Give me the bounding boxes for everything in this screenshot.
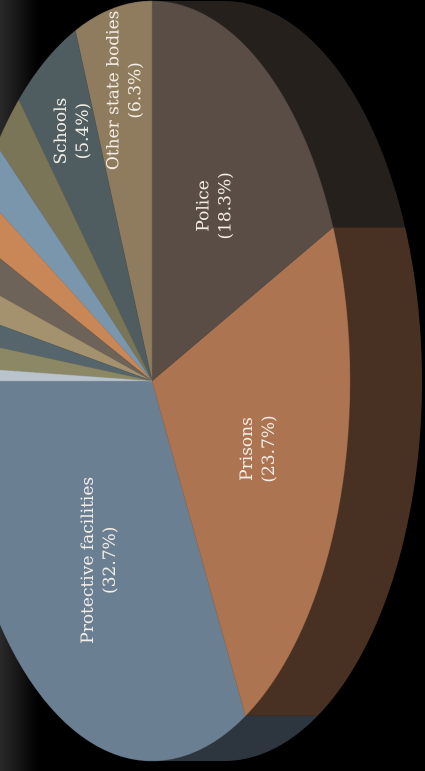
- slice-side-prisons: [245, 227, 422, 716]
- slice-label-percent: (23.7%): [259, 415, 279, 482]
- slice-label-name: Protective facilities: [78, 477, 98, 644]
- pie-sides: [152, 1, 422, 761]
- slice-label-name: Police: [193, 180, 213, 231]
- slice-label-prisons: Prisons (23.7%): [237, 415, 279, 482]
- slice-other-9: [0, 295, 153, 382]
- slice-label-other-state-bodies: Other state bodies (6.3%): [104, 11, 146, 171]
- slice-label-percent: (5.4%): [73, 103, 93, 159]
- slice-side-protective-facilities: [152, 715, 318, 761]
- slice-protective-facilities: [0, 380, 246, 762]
- slice-label-percent: (18.3%): [215, 172, 235, 239]
- slice-other-8: [0, 258, 153, 382]
- slice-other-12: [0, 369, 153, 382]
- slice-other-state-bodies: [75, 0, 153, 382]
- slice-label-protective-facilities: Protective facilities (32.7%): [78, 477, 120, 644]
- slice-other-7: [0, 212, 153, 382]
- pie-slices: [0, 0, 351, 762]
- slice-label-name: Other state bodies: [104, 11, 124, 171]
- slice-schools: [18, 30, 153, 382]
- slice-police: [151, 0, 334, 382]
- slice-label-schools: Schools (5.4%): [51, 98, 93, 165]
- slice-label-name: Prisons: [237, 417, 257, 481]
- slice-other-6: [0, 150, 153, 382]
- slice-label-percent: (6.3%): [126, 62, 146, 118]
- slice-prisons: [151, 226, 351, 717]
- slice-label-percent: (32.7%): [100, 527, 120, 594]
- slice-other-10: [0, 324, 153, 382]
- slice-side-police: [152, 1, 406, 228]
- slice-label-police: Police (18.3%): [193, 172, 235, 239]
- pie-labels: Protective facilities (32.7%) Prisons (23.7…: [51, 11, 279, 644]
- slice-other-5: [0, 99, 153, 382]
- slice-label-name: Schools: [51, 98, 71, 165]
